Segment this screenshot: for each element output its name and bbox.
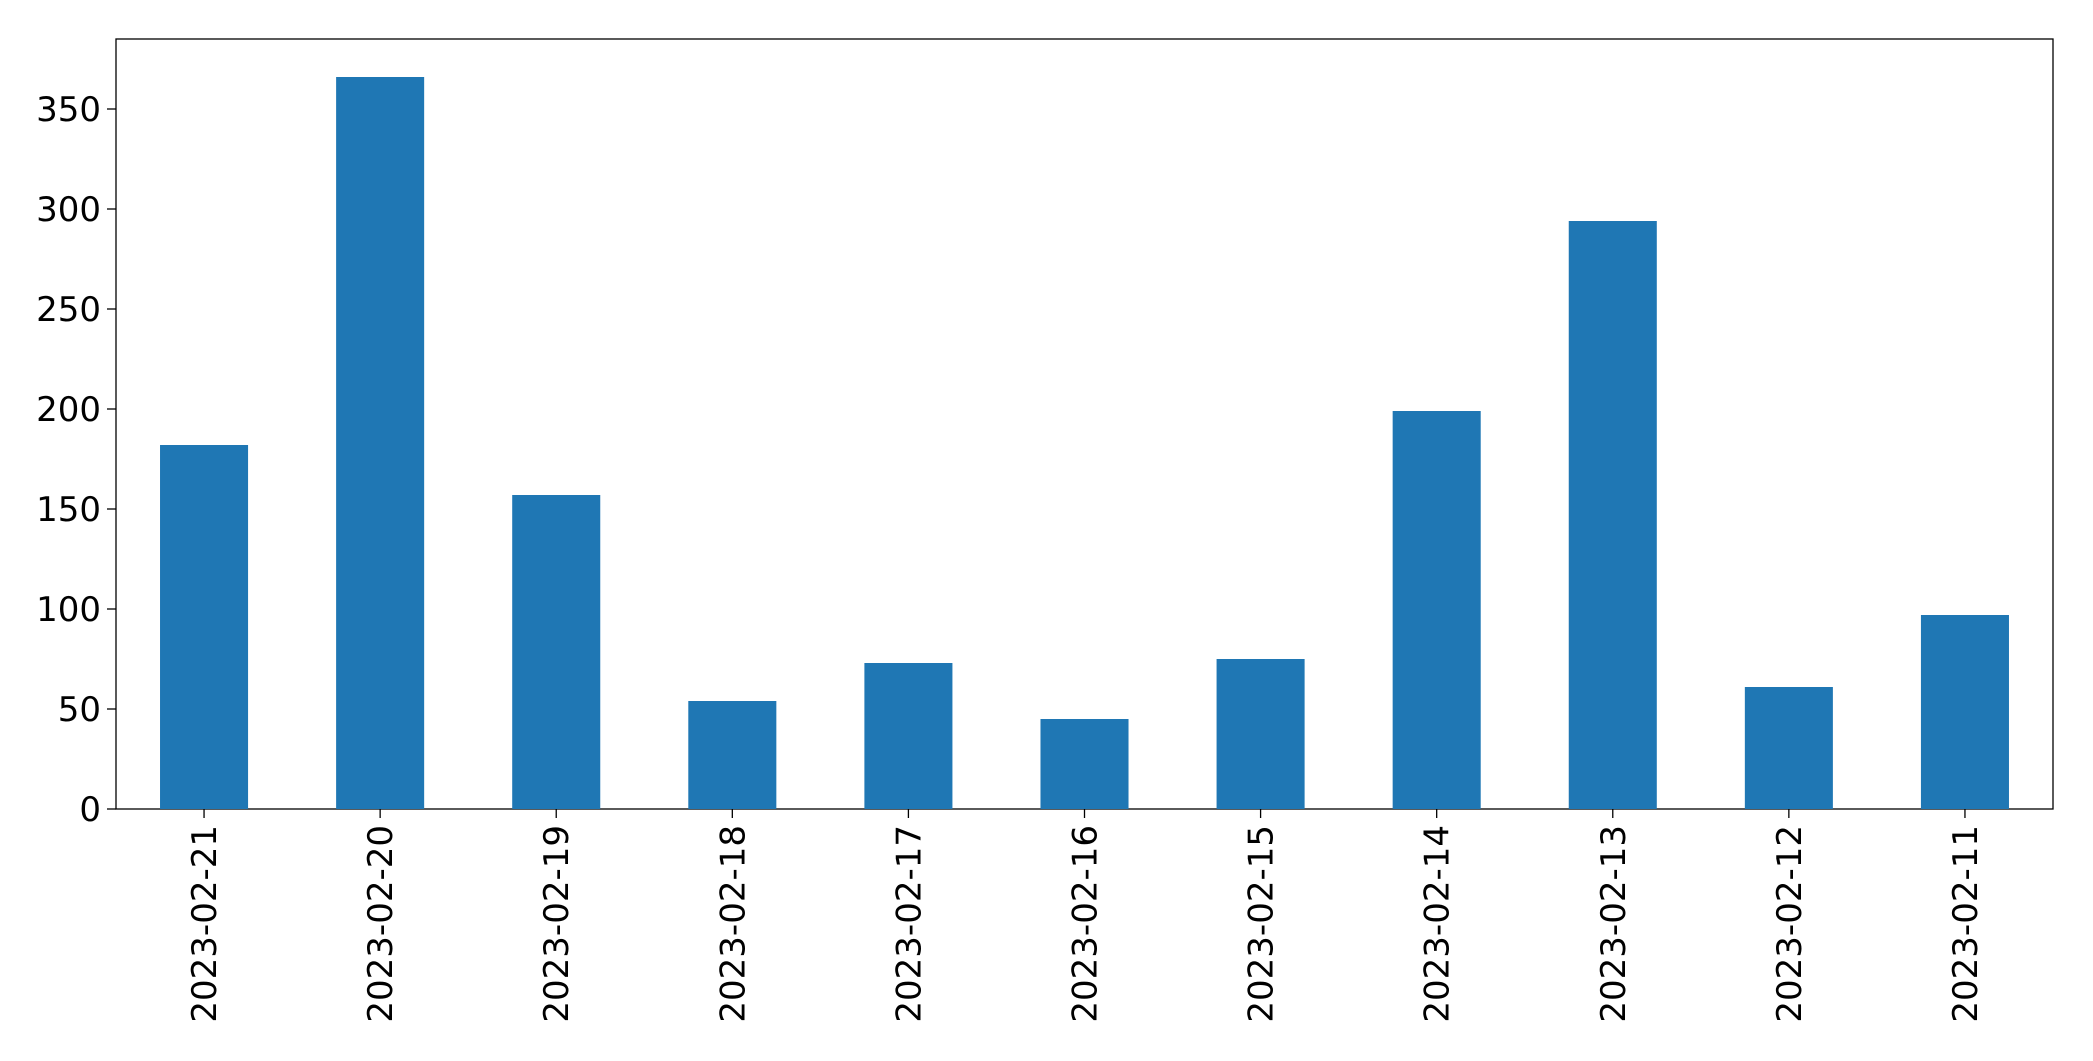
- x-tick-label: 2023-02-15: [1242, 825, 1282, 1023]
- bar: [1392, 411, 1481, 809]
- bar: [864, 663, 953, 809]
- x-tick-label: 2023-02-19: [537, 825, 577, 1023]
- x-tick-label: 2023-02-18: [713, 825, 753, 1023]
- bar: [1568, 221, 1657, 809]
- bar: [336, 77, 425, 809]
- y-tick-label: 300: [36, 190, 101, 230]
- bar: [1040, 719, 1129, 809]
- x-tick-label: 2023-02-13: [1594, 825, 1634, 1023]
- bar: [688, 701, 777, 809]
- bar: [160, 445, 249, 809]
- y-tick-label: 150: [36, 490, 101, 530]
- bar: [1744, 687, 1833, 809]
- y-tick-label: 100: [36, 590, 101, 630]
- bar: [1216, 659, 1305, 809]
- x-tick-label: 2023-02-16: [1066, 825, 1106, 1023]
- y-tick-label: 50: [58, 690, 101, 730]
- y-tick-label: 250: [36, 290, 101, 330]
- x-tick-label: 2023-02-21: [185, 825, 225, 1023]
- x-tick-label: 2023-02-17: [889, 825, 929, 1023]
- bar: [512, 495, 601, 809]
- y-tick-label: 0: [79, 790, 101, 830]
- x-tick-label: 2023-02-11: [1946, 825, 1986, 1023]
- x-tick-label: 2023-02-20: [361, 825, 401, 1023]
- bar: [1920, 615, 2009, 809]
- x-tick-label: 2023-02-14: [1418, 825, 1458, 1023]
- y-tick-label: 200: [36, 390, 101, 430]
- y-tick-label: 350: [36, 90, 101, 130]
- x-tick-label: 2023-02-12: [1770, 825, 1810, 1023]
